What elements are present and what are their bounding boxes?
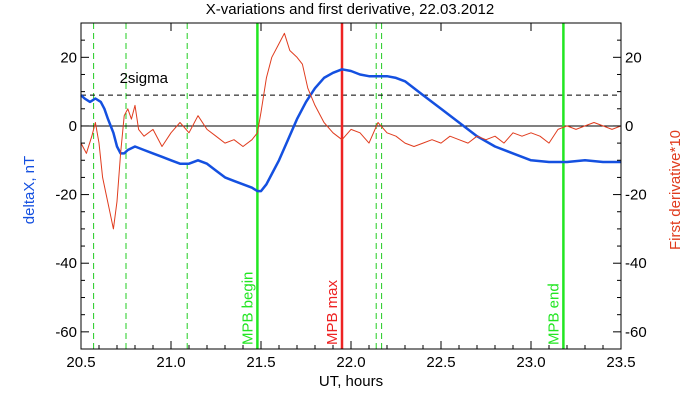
y-tick-label-left-2: -20 [55,187,77,204]
event-label-1: MPB max [324,279,341,345]
event-label-2: MPB end [545,283,562,345]
x-tick-label-2: 21.5 [246,354,275,371]
sigma-label: 2sigma [120,70,169,87]
y-tick-label-left-0: -60 [55,324,77,341]
x-axis-title: UT, hours [319,373,383,390]
x-tick-label-5: 23.0 [516,354,545,371]
y-axis-title-right: First derivative*10 [667,130,684,250]
y-tick-label-left-1: -40 [55,255,77,272]
x-tick-label-3: 22.0 [336,354,365,371]
y-tick-label-right-2: -20 [625,187,647,204]
event-label-0: MPB begin [239,272,256,345]
y-tick-label-left-4: 20 [60,49,77,66]
series-line-0 [80,68,621,193]
x-tick-label-4: 22.5 [426,354,455,371]
y-tick-label-right-4: 20 [625,49,642,66]
y-tick-label-right-3: 0 [625,118,633,135]
y-tick-label-right-1: -40 [625,255,647,272]
plot-area: 2sigma MPB begin MPB max MPB end 20.5 21.0 21.… [55,22,647,371]
series-line-1 [80,32,622,230]
chart-title: X-variations and first derivative, 22.03… [206,1,495,18]
x-tick-label-6: 23.5 [606,354,635,371]
y-tick-label-right-0: -60 [625,324,647,341]
y-axis-title-left: deltaX, nT [21,156,38,224]
y-tick-label-left-3: 0 [69,118,77,135]
x-tick-label-0: 20.5 [66,354,95,371]
x-tick-label-1: 21.0 [156,354,185,371]
